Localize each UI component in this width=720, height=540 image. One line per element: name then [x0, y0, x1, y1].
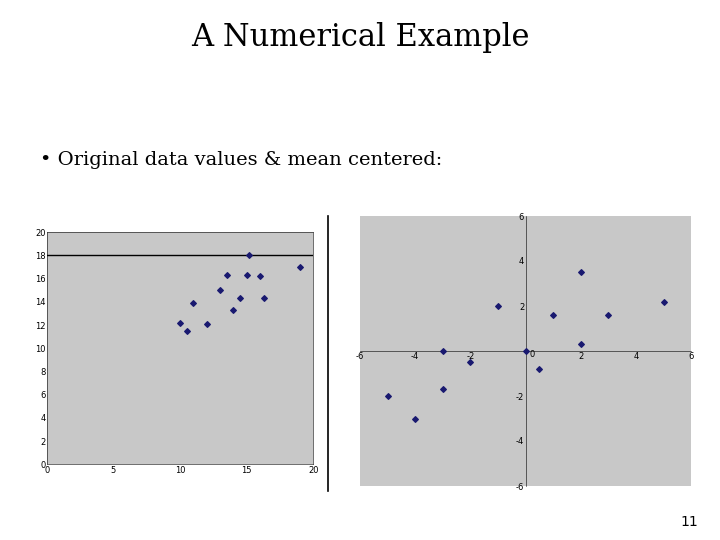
Point — [437, 347, 449, 355]
Point — [221, 271, 233, 280]
Point — [234, 294, 246, 303]
Point — [187, 299, 199, 307]
Text: 0: 0 — [530, 350, 535, 359]
Point — [294, 262, 306, 271]
Point — [410, 414, 421, 423]
Text: A Numerical Example: A Numerical Example — [191, 22, 529, 52]
Point — [534, 364, 545, 373]
Point — [382, 392, 393, 400]
Point — [254, 272, 266, 281]
Point — [547, 310, 559, 319]
Text: • Original data values & mean centered:: • Original data values & mean centered: — [40, 151, 442, 169]
Point — [464, 358, 476, 367]
Point — [658, 297, 670, 306]
Point — [520, 347, 531, 355]
Point — [243, 251, 255, 260]
Point — [174, 319, 186, 327]
Point — [215, 286, 226, 295]
Point — [201, 320, 212, 328]
Point — [228, 306, 239, 314]
Point — [258, 294, 270, 303]
Point — [603, 310, 614, 319]
Point — [575, 340, 587, 349]
Point — [437, 385, 449, 394]
Point — [181, 327, 192, 335]
Point — [575, 268, 587, 276]
Point — [240, 271, 253, 280]
Text: 11: 11 — [680, 515, 698, 529]
Point — [492, 302, 504, 310]
